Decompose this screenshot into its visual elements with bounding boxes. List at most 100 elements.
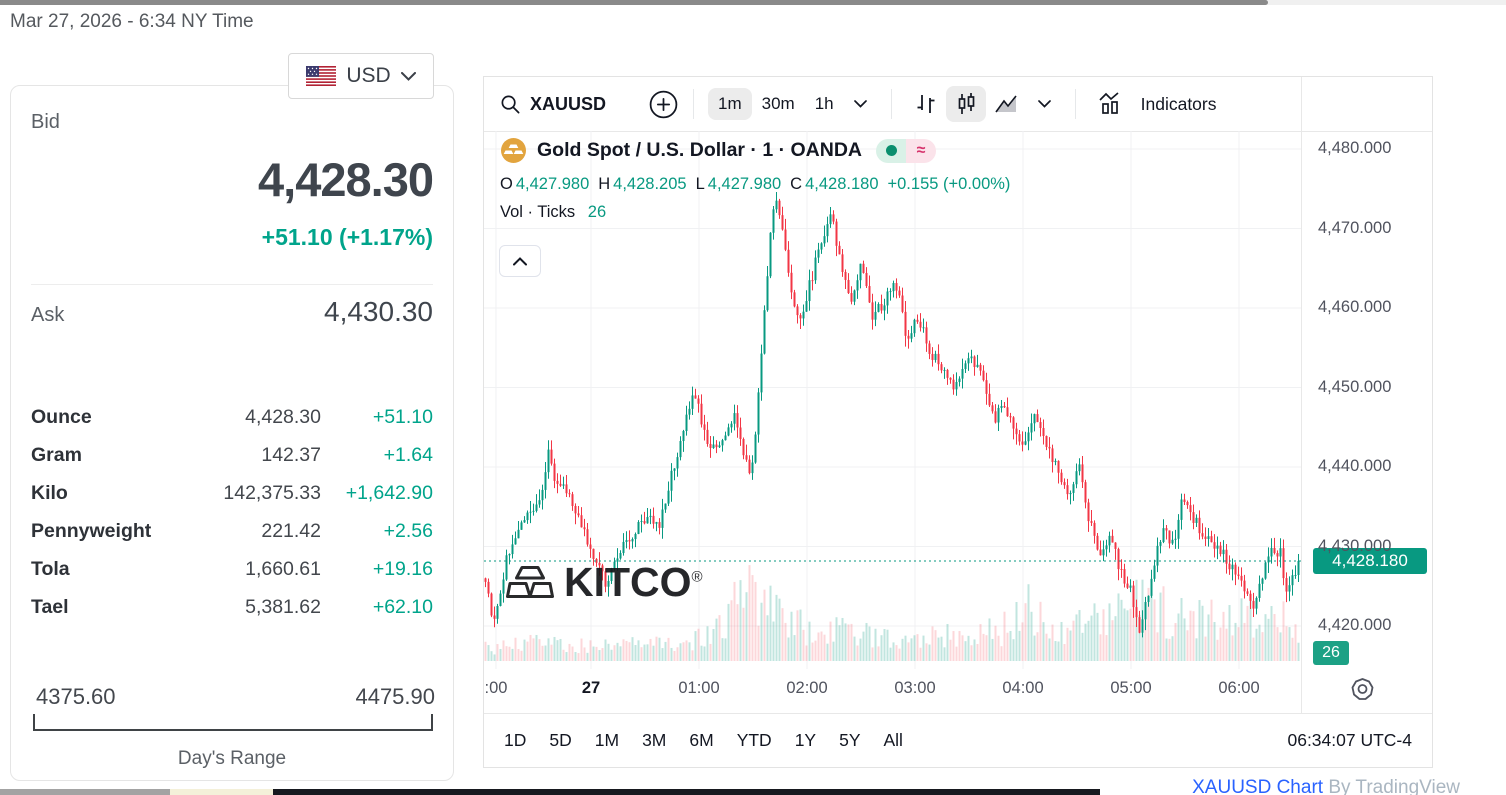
unit-row: Pennyweight 221.42 +2.56 [31,519,433,542]
chart-toolbar: XAUUSD 1m 30m 1h [484,77,1432,132]
range-tab-ytd[interactable]: YTD [736,730,772,750]
price-tick-label: 4,470.000 [1318,218,1392,237]
range-tab-3m[interactable]: 3M [642,730,667,750]
symbol-search-input[interactable]: XAUUSD [530,93,607,114]
bottom-strip-gray [0,789,170,795]
range-tab-5y[interactable]: 5Y [839,730,861,750]
indicators-icon [1099,92,1119,114]
market-open-dot [876,138,907,163]
close-label: C [790,175,803,193]
chart-range-bar: 1D 5D 1M 3M 6M YTD 1Y 5Y All 06:34:07 UTC-4 [484,713,1432,767]
units-table: Ounce 4,428.30 +51.10 Gram 142.37 +1.64 Kilo 14… [31,398,433,626]
plus-circle-icon [649,90,678,118]
currency-selector[interactable]: USD [288,53,434,99]
chevron-down-icon [1037,100,1051,108]
range-tab-1m[interactable]: 1M [594,730,620,750]
interval-30m-button[interactable]: 30m [761,94,795,113]
open-value: 4,427.980 [515,175,590,193]
range-tab-1d[interactable]: 1D [504,730,527,750]
high-value: 4,428.205 [613,175,687,193]
candles-style-button[interactable] [945,86,986,122]
kitco-watermark: KITCO® [506,559,703,606]
range-tab-5d[interactable]: 5D [549,730,572,750]
chevron-up-icon [513,256,527,265]
compare-add-button[interactable] [648,89,679,120]
range-tab-6m[interactable]: 6M [689,730,714,750]
kitco-gold-bars-icon [506,566,554,598]
bars-style-button[interactable] [906,86,946,122]
price-tick-label: 4,460.000 [1318,298,1392,316]
chevron-down-icon [853,100,867,108]
interval-1h-button[interactable]: 1h [814,94,834,113]
quote-card: Bid 4,428.30 +51.10 (+1.17%) Ask 4,430.3… [10,85,454,781]
bar-change: +0.155 (+0.00%) [887,175,1011,193]
quote-datetime: Mar 27, 2026 - 6:34 NY Time [10,11,254,32]
close-value: 4,428.180 [805,175,879,193]
volume-axis-badge: 26 [1313,641,1349,665]
last-price-badge: 4,428.180 [1313,548,1427,574]
market-status-toggle[interactable]: ≈ [876,138,937,163]
interval-1m-button[interactable]: 1m [708,88,752,120]
high-label: H [598,175,611,193]
bid-price: 4,428.30 [258,153,434,206]
ask-label: Ask [31,304,65,326]
bottom-strip-yellow [170,789,273,795]
time-tick-label: 05:00 [1110,679,1152,697]
us-flag-icon [306,66,337,86]
gear-icon [1351,677,1373,700]
bottom-strip-dark [273,789,1100,795]
day-range-low: 4375.60 [36,684,116,709]
candles-chart-icon [958,93,974,114]
unit-row: Gram 142.37 +1.64 [31,443,433,466]
unit-row: Tola 1,660.61 +19.16 [31,557,433,580]
time-tick-label: 04:00 [1002,679,1044,697]
unit-row: Kilo 142,375.33 +1,642.90 [31,481,433,504]
symbol-header: Gold Spot / U.S. Dollar · 1 · OANDA ≈ [500,137,937,164]
day-range-high: 4475.90 [355,684,435,709]
tradingview-chart-panel: XAUUSD 1m 30m 1h [483,76,1433,768]
time-scale[interactable]: :00 27 01:00 02:00 03:00 04:00 05:00 06:00 [484,669,1301,713]
price-scale[interactable]: 4,428.180 26 4,480.000 4,470.000 4,460.000… [1301,77,1432,713]
attribution-suffix: By TradingView [1328,777,1460,795]
time-tick-label: 06:00 [1218,679,1260,697]
collapse-legend-button[interactable] [499,245,541,277]
browser-top-strip-fill [0,0,1268,5]
unit-row: Ounce 4,428.30 +51.10 [31,405,433,428]
style-menu-button[interactable] [1028,94,1061,114]
bid-label: Bid [31,111,60,133]
price-tick-label: 4,450.000 [1318,377,1392,396]
time-tick-label: :00 [484,679,508,697]
search-icon[interactable] [500,94,521,115]
price-chart-canvas[interactable] [484,131,1301,669]
indicators-button[interactable] [1090,86,1132,122]
range-tab-all[interactable]: All [883,730,903,750]
bid-change: +51.10 (+1.17%) [261,224,433,250]
symbol-title[interactable]: Gold Spot / U.S. Dollar · 1 · OANDA [537,139,863,161]
area-style-button[interactable] [986,86,1028,122]
toolbar-separator [890,89,892,119]
currency-label: USD [346,64,391,87]
gold-coin-icon [501,138,526,163]
days-range-bracket [33,714,433,731]
price-tick-label: 4,440.000 [1318,457,1392,475]
low-label: L [695,175,705,193]
time-tick-label: 01:00 [678,679,720,697]
time-tick-label: 03:00 [894,679,936,697]
toolbar-separator [1074,89,1076,119]
range-tab-1y[interactable]: 1Y [794,730,817,750]
chart-clock[interactable]: 06:34:07 UTC-4 [1287,730,1412,750]
browser-top-strip [0,0,1506,5]
days-range-label: Day's Range [177,748,287,769]
price-tick-label: 4,480.000 [1318,139,1392,157]
area-chart-icon [994,95,1017,113]
timezone-settings-button[interactable] [1346,673,1378,705]
range-tabs: 1D 5D 1M 3M 6M YTD 1Y 5Y All [504,730,903,751]
divider [31,284,433,285]
indicators-label[interactable]: Indicators [1140,93,1217,114]
interval-menu-button[interactable] [844,94,877,114]
tradingview-chart-link[interactable]: XAUUSD Chart [1192,777,1324,795]
volume-row: Vol · Ticks 26 [500,203,606,222]
toolbar-separator [693,89,694,119]
approx-data-icon: ≈ [906,138,937,163]
